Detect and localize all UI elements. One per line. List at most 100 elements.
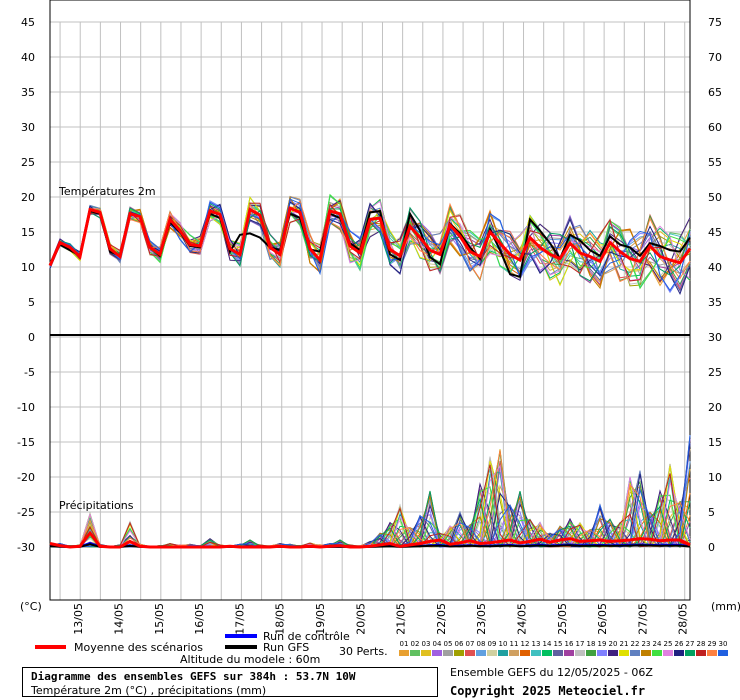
main-series [48, 206, 692, 549]
x-tick-label: 22/05 [435, 603, 448, 635]
pert-swatch [652, 650, 662, 656]
pert-swatch [564, 650, 574, 656]
pert-swatch [399, 650, 409, 656]
pert-swatch [630, 650, 640, 656]
x-tick-label: 27/05 [636, 603, 649, 635]
x-tick-label: 28/05 [677, 603, 690, 635]
pert-temperature-line [49, 200, 691, 283]
right-tick-label: 25 [708, 366, 722, 379]
right-tick-label: 75 [708, 16, 722, 29]
left-tick-label: 45 [21, 16, 35, 29]
pert-swatch [509, 650, 519, 656]
plot-frame [49, 0, 691, 601]
x-tick-label: 26/05 [596, 603, 609, 635]
left-axis-unit: (°C) [20, 600, 42, 613]
right-tick-label: 10 [708, 471, 722, 484]
left-tick-label: 15 [21, 226, 35, 239]
left-tick-label: 20 [21, 191, 35, 204]
pert-number: 14 [543, 640, 552, 648]
pert-number: 20 [609, 640, 618, 648]
legend-control-label: Run de contrôle [263, 630, 350, 643]
x-tick-label: 19/05 [314, 603, 327, 635]
right-tick-label: 0 [708, 541, 715, 554]
pert-number: 08 [477, 640, 486, 648]
pert-number: 25 [664, 640, 673, 648]
x-tick-label: 21/05 [395, 603, 408, 635]
precip-panel-label: Précipitations [59, 499, 134, 512]
pert-swatch [520, 650, 530, 656]
pert-swatch [465, 650, 475, 656]
legend-gfs-label: Run GFS [263, 641, 309, 654]
pert-number: 29 [708, 640, 717, 648]
right-tick-label: 40 [708, 261, 722, 274]
legend-mean-label: Moyenne des scénarios [74, 641, 203, 654]
left-tick-label: -10 [17, 401, 35, 414]
pert-swatch [641, 650, 651, 656]
pert-temperature-line [49, 202, 691, 282]
pert-swatch [608, 650, 618, 656]
pert-number: 27 [686, 640, 695, 648]
x-tick-label: 13/05 [72, 603, 85, 635]
left-tick-label: -20 [17, 471, 35, 484]
pert-swatch [542, 650, 552, 656]
pert-swatch [575, 650, 585, 656]
pert-swatch [707, 650, 717, 656]
left-axis-labels: 45 40 35 30 25 20 15 10 5 0 -5 -10 -15 -20 -25 -30 [17, 16, 35, 554]
pert-number: 12 [521, 640, 530, 648]
pert-number: 17 [576, 640, 585, 648]
pert-swatch [498, 650, 508, 656]
x-axis-labels: 13/05 14/05 15/05 16/05 17/05 18/05 19/05 20/05… [72, 603, 690, 635]
left-tick-label: 0 [28, 331, 35, 344]
right-tick-label: 70 [708, 51, 722, 64]
pert-number: 30 [719, 640, 728, 648]
chart-subtitle: Température 2m (°C) , précipitations (mm… [31, 684, 267, 697]
pert-swatch [487, 650, 497, 656]
pert-number: 04 [433, 640, 442, 648]
left-tick-label: 25 [21, 156, 35, 169]
left-tick-label: -30 [17, 541, 35, 554]
perturbation-series [49, 193, 691, 548]
pert-number: 05 [444, 640, 453, 648]
pert-number: 23 [642, 640, 651, 648]
x-tick-label: 20/05 [354, 603, 367, 635]
pert-swatch [718, 650, 728, 656]
pert-number: 10 [499, 640, 508, 648]
right-tick-label: 60 [708, 121, 722, 134]
pert-swatch [674, 650, 684, 656]
left-tick-label: 10 [21, 261, 35, 274]
temperature-panel-label: Températures 2m [58, 185, 156, 198]
pert-number: 22 [631, 640, 640, 648]
right-tick-label: 65 [708, 86, 722, 99]
right-tick-label: 45 [708, 226, 722, 239]
pert-precip-line [49, 491, 691, 548]
pert-swatch [663, 650, 673, 656]
pert-swatch [696, 650, 706, 656]
ensemble-run-label: Ensemble GEFS du 12/05/2025 - 06Z [450, 666, 653, 679]
chart-grid [49, 0, 691, 601]
pert-swatch [597, 650, 607, 656]
left-tick-label: 30 [21, 121, 35, 134]
pert-number: 28 [697, 640, 706, 648]
pert-swatch [586, 650, 596, 656]
left-tick-label: -5 [24, 366, 35, 379]
copyright: Copyright 2025 Meteociel.fr [450, 684, 646, 698]
pert-number: 01 [400, 640, 409, 648]
right-tick-label: 20 [708, 401, 722, 414]
left-tick-label: 5 [28, 296, 35, 309]
right-tick-label: 35 [708, 296, 722, 309]
pert-swatch [476, 650, 486, 656]
pert-number: 02 [411, 640, 420, 648]
pert-number: 07 [466, 640, 475, 648]
pert-precip-line [49, 468, 691, 548]
pert-number: 15 [554, 640, 563, 648]
pert-swatch [443, 650, 453, 656]
pert-swatch [454, 650, 464, 656]
chart-title: Diagramme des ensembles GEFS sur 384h : … [31, 670, 356, 683]
pert-precip-line [49, 443, 691, 548]
pert-number: 18 [587, 640, 596, 648]
x-tick-label: 25/05 [556, 603, 569, 635]
footer-title-box: Diagramme des ensembles GEFS sur 384h : … [22, 667, 438, 697]
legend-perts-label: 30 Perts. [339, 645, 388, 658]
pert-number: 11 [510, 640, 519, 648]
